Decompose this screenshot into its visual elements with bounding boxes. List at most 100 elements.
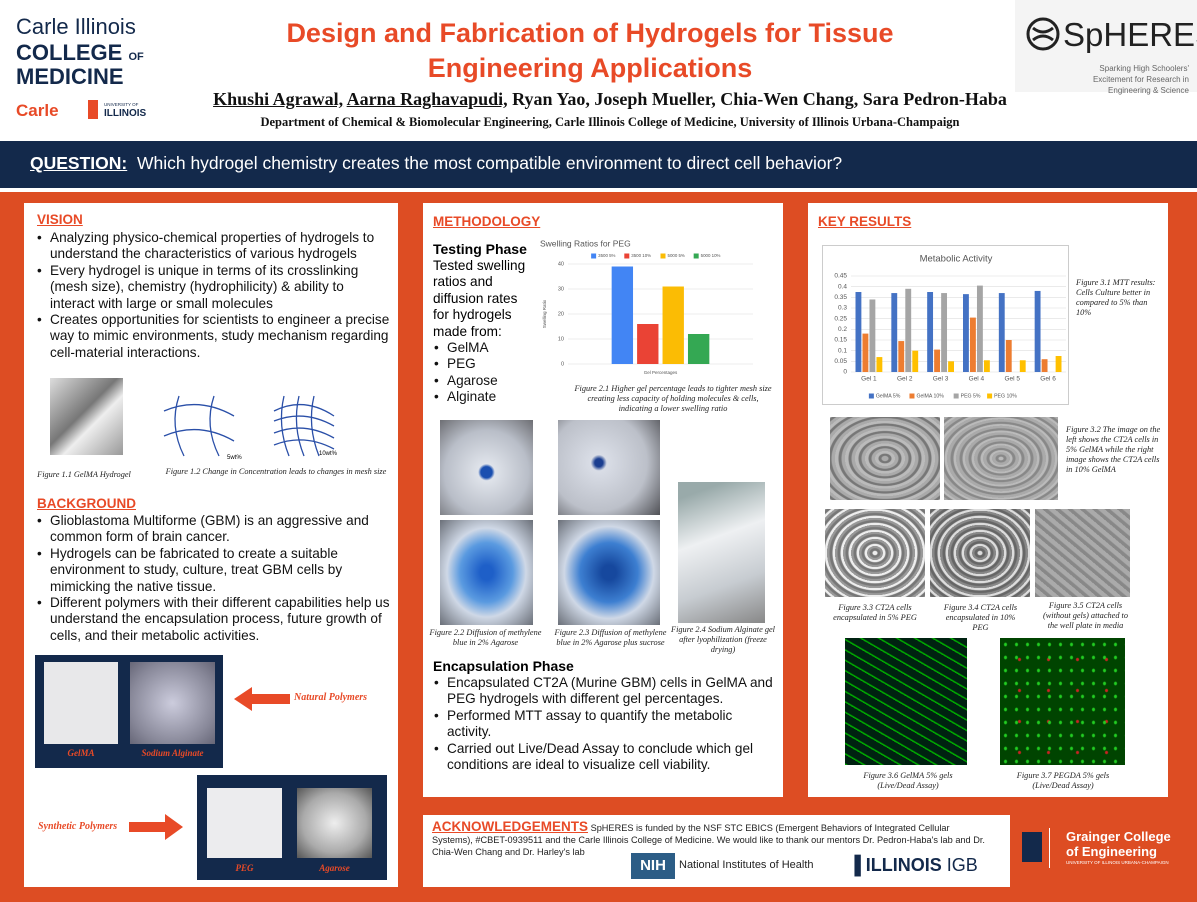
bullet: Encapsulated CT2A (Murine GBM) cells in … <box>434 675 773 708</box>
logo-text: OF <box>128 51 144 63</box>
bullet: GelMA <box>434 340 543 357</box>
photo <box>50 378 123 455</box>
photo <box>1035 509 1130 597</box>
y-tick-label: 20 <box>558 311 564 317</box>
bullet-list: Analyzing physico-chemical properties of… <box>36 230 392 361</box>
divider <box>1049 828 1050 868</box>
logo-text: ILLINOIS <box>104 108 147 119</box>
label: Natural Polymers <box>294 692 368 703</box>
photo <box>297 788 372 858</box>
photo <box>558 420 660 515</box>
image-box: PEG Agarose <box>197 775 387 880</box>
legend-label: 5000 10% <box>701 253 721 258</box>
bullet: Analyzing physico-chemical properties of… <box>37 230 392 263</box>
photo <box>558 520 660 625</box>
legend-swatch <box>987 393 993 399</box>
bar <box>1041 359 1048 372</box>
photo <box>44 662 118 744</box>
bar <box>941 293 948 372</box>
bullet: Alginate <box>434 389 543 406</box>
grainger-logo: Grainger College of Engineering UNIVERSI… <box>1066 829 1171 867</box>
logo-text: Carle Illinois <box>16 14 136 39</box>
photo <box>207 788 282 858</box>
legend-label: GelMA 5% <box>876 393 901 399</box>
section-heading: BACKGROUND <box>37 496 136 511</box>
bar <box>1019 360 1026 372</box>
caption: Figure 3.3 CT2A cells encapsulated in 5%… <box>833 603 917 622</box>
legend-label: PEG 10% <box>994 393 1017 399</box>
y-tick-label: 0.25 <box>834 315 847 322</box>
legend-swatch <box>591 253 597 259</box>
right-panel: KEY RESULTS Metabolic Activity 0 0.05 0.1 0.… <box>808 203 1168 797</box>
legend-swatch <box>868 393 874 399</box>
caption: Figure 3.2 The image on the left shows t… <box>1066 425 1161 474</box>
image-label: GelMA <box>67 748 95 758</box>
y-tick-label: 0.05 <box>834 358 847 365</box>
caption: Figure 3.4 CT2A cells encapsulated in 10… <box>943 603 1018 632</box>
bar <box>876 357 883 372</box>
bar <box>1034 290 1041 372</box>
y-tick-label: 0.15 <box>834 337 847 344</box>
y-tick-label: 0.1 <box>838 347 847 354</box>
bar <box>891 293 898 372</box>
arrow <box>234 687 290 711</box>
y-tick-label: 30 <box>558 286 564 292</box>
logo-text: ▐ ILLINOIS IGB <box>848 855 978 875</box>
bullet-list: Encapsulated CT2A (Murine GBM) cells in … <box>433 675 773 773</box>
y-tick-label: 40 <box>558 261 564 267</box>
legend-swatch <box>660 253 666 259</box>
nih-logo: NIH <box>631 853 675 879</box>
bar <box>927 292 934 372</box>
x-axis-label: Gel Percentages <box>644 370 678 375</box>
logo-text: UNIVERSITY OF <box>104 102 139 107</box>
section-heading: KEY RESULTS <box>818 214 912 229</box>
y-tick-label: 0 <box>843 369 847 376</box>
bar <box>905 288 912 372</box>
photo <box>845 638 967 765</box>
bar <box>898 341 905 372</box>
caption: Figure 2.1 Higher gel percentage leads t… <box>574 384 772 413</box>
bar <box>976 285 983 372</box>
subheading: Encapsulation Phase <box>433 658 574 674</box>
logo-text: IGB <box>946 855 978 875</box>
photo <box>825 509 925 597</box>
image-label: Sodium Alginate <box>141 748 204 758</box>
caption: Figure 3.7 PEGDA 5% gels (Live/Dead Assa… <box>1016 771 1110 790</box>
legend-label: 3500 10% <box>631 253 651 258</box>
photo <box>944 417 1058 500</box>
logo-tagline: Sparking High Schoolers' Excitement for … <box>1092 64 1189 95</box>
legend-swatch <box>693 253 699 259</box>
legend-label: 3500 5% <box>598 253 615 258</box>
bar <box>969 317 976 372</box>
department: Department of Chemical & Biomolecular En… <box>260 115 960 129</box>
bullet: Carried out Live/Dead Assay to conclude … <box>434 741 773 774</box>
acknowledgements: ACKNOWLEDGEMENTS SpHERES is funded by th… <box>423 815 1010 887</box>
bullet: Agarose <box>434 373 543 390</box>
bullet: Creates opportunities for scientists to … <box>37 312 392 361</box>
bar <box>687 334 710 364</box>
legend-label: 5000 5% <box>668 253 685 258</box>
title: Design and Fabrication of Hydrogels for … <box>170 16 1010 86</box>
chart: Swelling Ratios for PEG 0 10 20 30 40 Swelling… <box>540 238 753 375</box>
y-axis-label: Swelling Ratio <box>542 299 547 328</box>
x-tick-label: Gel 4 <box>969 376 985 383</box>
y-tick-label: 0.45 <box>834 273 847 280</box>
chart: Metabolic Activity 0 0.05 0.1 0.15 0.2 0.25 0.3… <box>822 245 1069 405</box>
mesh-label: 5wt% <box>227 455 242 461</box>
bullet: Hydrogels can be fabricated to create a … <box>37 546 392 595</box>
logo-text: of Engineering <box>1066 844 1157 859</box>
photo <box>130 662 215 744</box>
logo-text: National Institutes of Health <box>679 859 814 871</box>
logo-text: SpHERES <box>1063 16 1197 53</box>
photo <box>830 417 940 500</box>
background-list-box: Glioblastoma Multiforme (GBM) is an aggr… <box>36 513 392 644</box>
author: Ryan Yao, Joseph Mueller, Chia-Wen Chang… <box>512 89 1007 109</box>
bar <box>869 299 876 372</box>
caption: Figure 2.3 Diffusion of methylene blue i… <box>554 628 667 647</box>
logo-text: Grainger College <box>1066 829 1171 844</box>
image-label: PEG <box>235 863 254 873</box>
ack-text: ACKNOWLEDGEMENTS SpHERES is funded by th… <box>432 820 992 858</box>
logo-icon <box>1026 17 1060 51</box>
bullet: Every hydrogel is unique in terms of its… <box>37 263 392 312</box>
title-line: Design and Fabrication of Hydrogels for … <box>286 18 894 48</box>
